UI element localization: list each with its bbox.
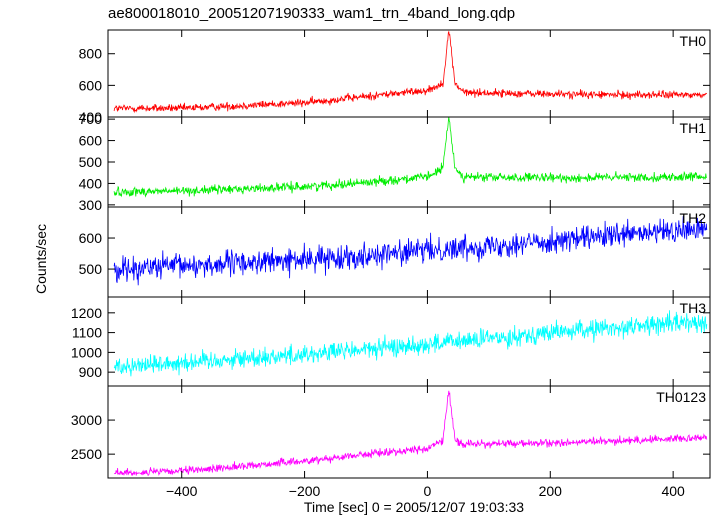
- y-tick-label: 300: [79, 197, 103, 213]
- series-line-th2: [113, 216, 708, 286]
- x-tick-label: 0: [424, 483, 432, 499]
- y-tick-label: 400: [79, 109, 103, 125]
- panel-label-th0: TH0: [680, 33, 707, 49]
- panels-group: 400 600 800 TH0 300 400 500 600 700 TH1 500 600 TH2 9…: [71, 29, 711, 499]
- x-axis-label: Time [sec] 0 = 2005/12/07 19:03:33: [304, 499, 524, 515]
- x-tick-label: −200: [289, 483, 321, 499]
- y-tick-label: 1000: [71, 344, 102, 360]
- x-tick-label: 400: [661, 483, 685, 499]
- panel-frame-th0123: [107, 385, 711, 479]
- series-line-th0123: [114, 390, 708, 477]
- y-tick-label: 1200: [71, 305, 102, 321]
- y-tick-label: 500: [79, 261, 103, 277]
- y-tick-label: 800: [79, 46, 103, 62]
- panel-label-th2: TH2: [680, 210, 707, 226]
- y-axis-label: Counts/sec: [33, 224, 49, 294]
- y-tick-label: 2500: [71, 446, 102, 462]
- series-line-th1: [113, 117, 707, 198]
- panel-label-th0123: TH0123: [656, 389, 706, 405]
- y-tick-label: 400: [79, 175, 103, 191]
- y-tick-label: 600: [79, 133, 103, 149]
- y-tick-label: 500: [79, 154, 103, 170]
- y-tick-label: 900: [79, 364, 103, 380]
- y-tick-label: 3000: [71, 412, 102, 428]
- x-tick-label: −400: [166, 483, 198, 499]
- chart-title: ae800018010_20051207190333_wam1_trn_4ban…: [108, 5, 515, 22]
- y-tick-label: 1100: [72, 325, 102, 341]
- series-line-th3: [113, 310, 708, 377]
- series-line-th0: [113, 30, 708, 114]
- panel-frame-th0: [107, 29, 711, 118]
- y-tick-label: 600: [79, 77, 103, 93]
- panel-label-th1: TH1: [680, 120, 707, 136]
- y-tick-label: 600: [79, 230, 103, 246]
- panel-label-th3: TH3: [680, 300, 707, 316]
- y-tick-label: 700: [79, 111, 103, 127]
- panel-frame-th1: [107, 116, 711, 208]
- x-tick-label: 200: [539, 483, 563, 499]
